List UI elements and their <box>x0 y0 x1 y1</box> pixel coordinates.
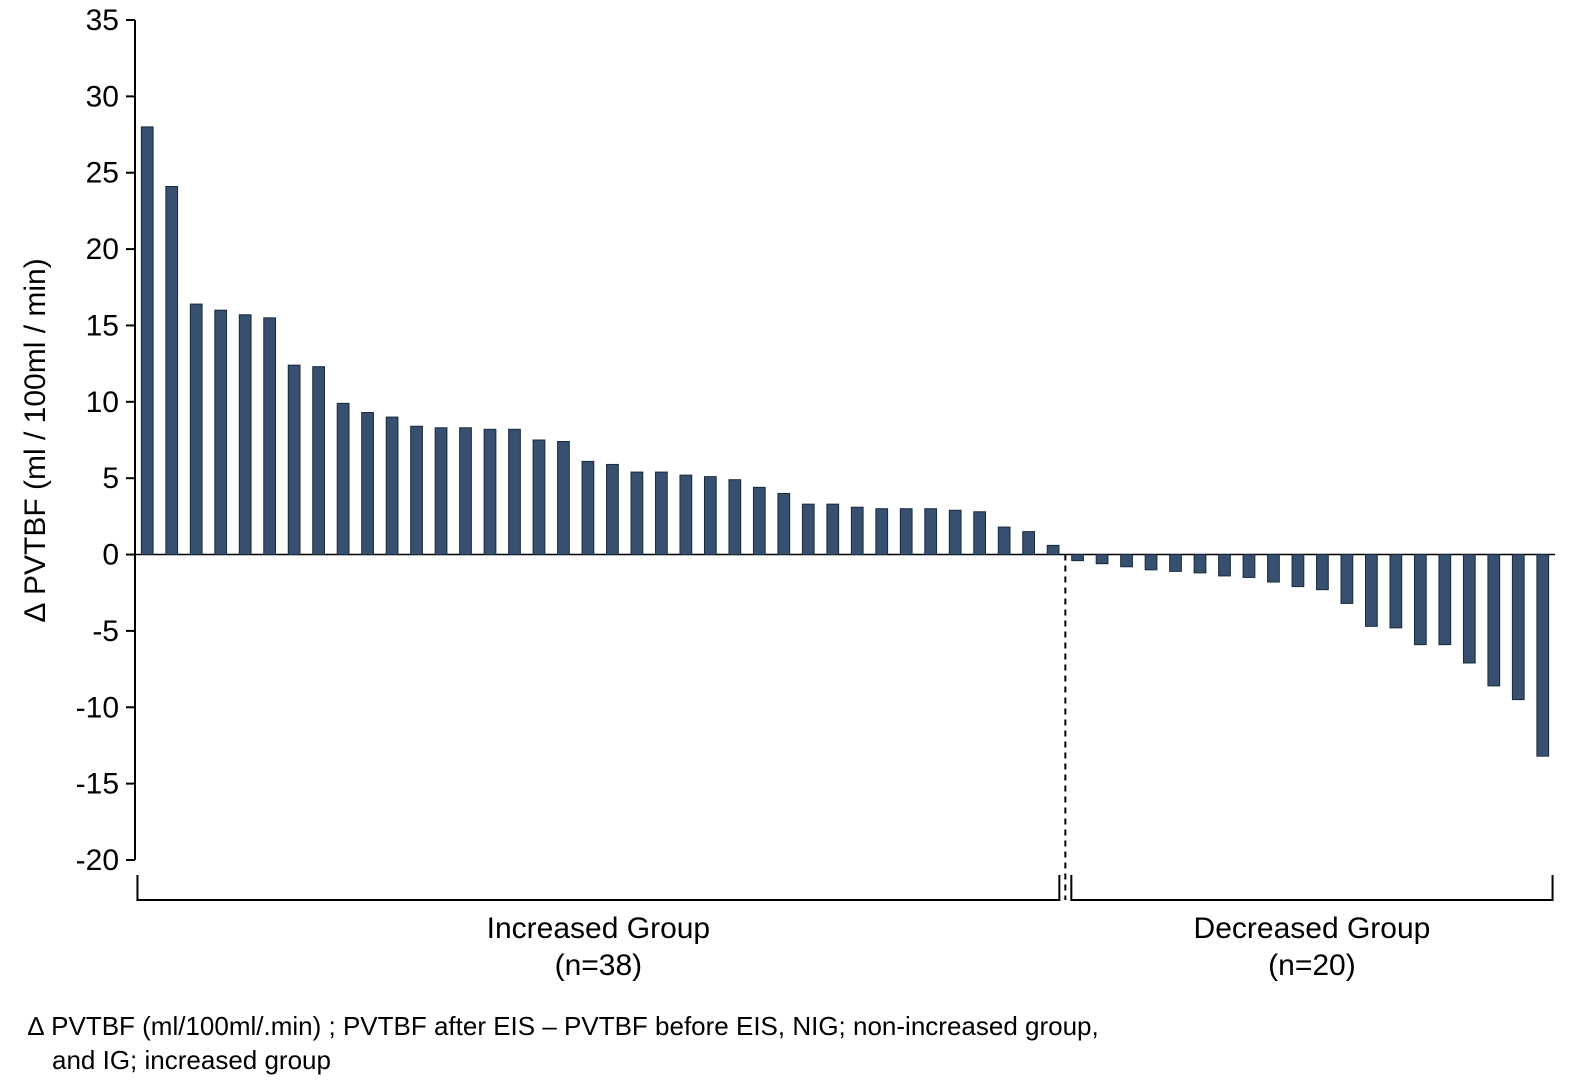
bar <box>582 461 594 554</box>
bar <box>1341 555 1353 604</box>
group-label-decreased: Decreased Group <box>1194 912 1431 945</box>
bar <box>1096 555 1108 564</box>
y-tick-label: 5 <box>102 462 119 495</box>
y-tick-label: 30 <box>86 80 119 113</box>
bar <box>166 186 178 554</box>
y-tick-label: -20 <box>76 844 119 877</box>
bar <box>533 440 545 555</box>
chart-caption-line-1: ∆ PVTBF (ml/100ml/.min) ; PVTBF after EI… <box>28 1010 1099 1043</box>
y-tick-label: -10 <box>76 691 119 724</box>
bar <box>998 527 1010 554</box>
bar <box>1488 555 1500 686</box>
y-axis-label: ∆ PVTBF (ml / 100ml / min) <box>19 258 52 621</box>
bar <box>802 504 814 554</box>
bar <box>1366 555 1378 627</box>
y-tick-label: -5 <box>92 615 119 648</box>
bar <box>778 493 790 554</box>
bar <box>949 510 961 554</box>
bar <box>1145 555 1157 570</box>
group-count-increased: (n=38) <box>555 949 643 982</box>
bar <box>753 487 765 554</box>
bar <box>386 417 398 554</box>
y-tick-label: 35 <box>86 4 119 37</box>
bar <box>264 318 276 555</box>
bar <box>1414 555 1426 645</box>
bar <box>1317 555 1329 590</box>
bar <box>974 512 986 555</box>
bar <box>851 507 863 554</box>
bar <box>1072 555 1084 561</box>
bar <box>656 472 668 554</box>
y-tick-label: 15 <box>86 309 119 342</box>
bar <box>239 315 251 555</box>
group-bracket-decreased <box>1071 875 1552 900</box>
y-tick-label: -15 <box>76 768 119 801</box>
chart-caption-line-2: and IG; increased group <box>52 1044 331 1077</box>
bar <box>1512 555 1524 700</box>
bar <box>288 365 300 554</box>
bar <box>190 304 202 554</box>
bar <box>827 504 839 554</box>
bar <box>1390 555 1402 628</box>
y-tick-label: 20 <box>86 233 119 266</box>
bar <box>509 429 521 554</box>
bar <box>1292 555 1304 587</box>
bar <box>1219 555 1231 576</box>
bar <box>729 480 741 555</box>
bar <box>1439 555 1451 645</box>
bar <box>141 127 153 555</box>
pvtbf-bar-chart: -20 -15 -10 -5 0 5 10 15 20 25 30 35 ∆ PVTBF (ml / 1… <box>0 0 1593 1000</box>
bar <box>607 464 619 554</box>
y-tick-label: 10 <box>86 386 119 419</box>
group-label-increased: Increased Group <box>487 912 710 945</box>
bar <box>1194 555 1206 573</box>
bar <box>925 509 937 555</box>
bar <box>337 403 349 554</box>
bar <box>362 413 374 555</box>
bar <box>435 428 447 555</box>
bar <box>1537 555 1549 757</box>
bar <box>900 509 912 555</box>
bar <box>631 472 643 554</box>
bar <box>680 475 692 554</box>
bar <box>1463 555 1475 663</box>
bar <box>1268 555 1280 582</box>
group-count-decreased: (n=20) <box>1268 949 1356 982</box>
bar <box>215 310 227 554</box>
bar <box>876 509 888 555</box>
y-tick-label: 0 <box>102 539 119 572</box>
bar <box>1047 545 1059 554</box>
group-bracket-increased <box>137 875 1059 900</box>
bar <box>1170 555 1182 572</box>
bar <box>1121 555 1133 567</box>
bar <box>558 442 570 555</box>
bar <box>704 477 716 555</box>
bar <box>1243 555 1255 578</box>
bar <box>313 367 325 555</box>
y-tick-label: 25 <box>86 157 119 190</box>
bar <box>460 428 472 555</box>
bar <box>484 429 496 554</box>
bar <box>411 426 423 554</box>
bar <box>1023 532 1035 555</box>
